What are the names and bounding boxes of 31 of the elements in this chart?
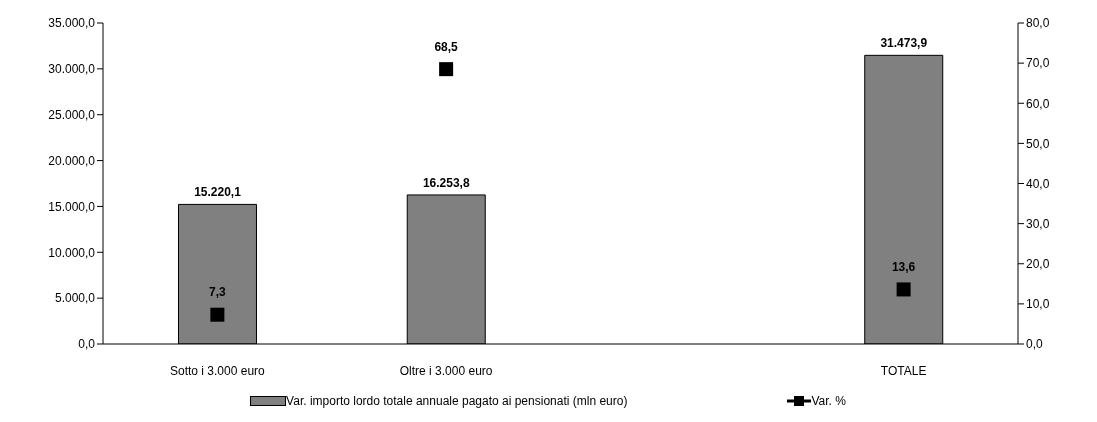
y-tick-label: 35.000,0: [48, 16, 96, 31]
legend-label: Var. %: [811, 394, 846, 408]
y-tick-label: 25.000,0: [48, 107, 96, 122]
y-tick-label: 5.000,0: [54, 291, 96, 306]
y2-tick-label: 70,0: [1026, 56, 1050, 71]
y-tick-label: 20.000,0: [48, 153, 96, 168]
data-label: 15.220,1: [194, 185, 242, 200]
point: [210, 307, 225, 322]
point: [896, 282, 911, 297]
y2-tick-label: 0,0: [1026, 337, 1044, 352]
y2-tick-label: 40,0: [1026, 176, 1050, 191]
y2-tick-label: 50,0: [1026, 136, 1050, 151]
x-tick-label: TOTALE: [880, 363, 927, 378]
y-tick-label: 15.000,0: [48, 199, 96, 214]
y-tick-label: 10.000,0: [48, 245, 96, 260]
y2-tick-label: 30,0: [1026, 216, 1050, 231]
x-tick-label: Oltre i 3.000 euro: [399, 363, 493, 378]
data-label: 68,5: [434, 39, 459, 54]
y2-tick-label: 10,0: [1026, 297, 1050, 312]
y2-tick-label: 20,0: [1026, 257, 1050, 272]
y2-tick-label: 60,0: [1026, 96, 1050, 111]
y-tick-label: 30.000,0: [48, 62, 96, 77]
legend-label: Var. importo lordo totale annuale pagato ai pensionati (mln euro): [286, 394, 628, 408]
data-label: 13,6: [891, 259, 916, 274]
y-tick-label: 0,0: [78, 337, 96, 352]
data-label: 7,3: [209, 285, 227, 300]
x-tick-label: Sotto i 3.000 euro: [170, 363, 266, 378]
data-label: 31.473,9: [880, 36, 928, 51]
point: [439, 62, 454, 77]
data-label: 16.253,8: [422, 175, 470, 190]
y2-tick-label: 80,0: [1026, 16, 1050, 31]
